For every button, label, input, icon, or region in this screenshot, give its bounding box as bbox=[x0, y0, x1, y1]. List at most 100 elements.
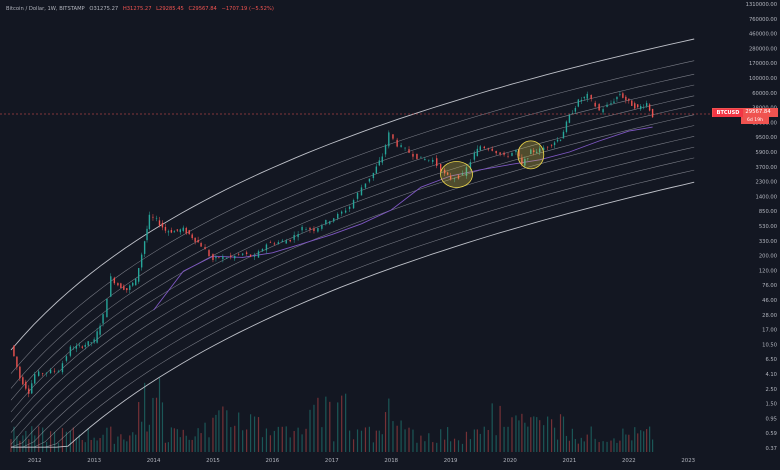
candle-body bbox=[81, 346, 83, 348]
candle-body bbox=[648, 104, 651, 111]
volume-bar bbox=[610, 440, 612, 452]
volume-bar bbox=[487, 429, 489, 452]
candle-body bbox=[285, 240, 287, 244]
volume-bar bbox=[25, 430, 27, 452]
x-tick-label: 2023 bbox=[681, 458, 695, 464]
volume-bar bbox=[440, 429, 442, 452]
candle-body bbox=[568, 114, 571, 123]
volume-bar bbox=[625, 434, 627, 452]
candle-body bbox=[594, 102, 596, 107]
volume-bar bbox=[356, 429, 359, 452]
candle-body bbox=[352, 200, 355, 209]
candle-body bbox=[613, 101, 615, 103]
candle-body bbox=[61, 363, 64, 373]
band-curve bbox=[10, 60, 695, 374]
candle-body bbox=[313, 228, 315, 231]
candle-body bbox=[574, 108, 577, 112]
candle-body bbox=[457, 175, 460, 179]
volume-bar bbox=[392, 421, 394, 452]
volume-bar bbox=[197, 428, 199, 452]
volume-bar bbox=[218, 410, 220, 452]
last-price-value: 29567.84 bbox=[745, 109, 771, 115]
candle-body bbox=[179, 229, 181, 233]
candle-body bbox=[616, 96, 618, 100]
candle-body bbox=[25, 381, 27, 389]
candle-body bbox=[651, 108, 654, 118]
candle-body bbox=[420, 156, 422, 158]
ma-path bbox=[153, 126, 653, 311]
low-value: L29285.45 bbox=[156, 6, 184, 12]
volume-bar bbox=[167, 442, 170, 452]
time-axis[interactable]: 2012 2013 2014 2015 2016 2017 2018 2019 2020 2021… bbox=[28, 458, 695, 464]
symbol-title[interactable]: Bitcoin / Dollar, 1W, BITSTAMP bbox=[6, 6, 85, 12]
volume-bar bbox=[242, 430, 244, 452]
y-tick-label: 60000.00 bbox=[752, 91, 777, 97]
candle-body bbox=[344, 210, 347, 213]
symbol-badge: BTCUSD bbox=[713, 109, 743, 117]
volume-bar bbox=[622, 428, 624, 452]
volume-bar bbox=[106, 427, 108, 452]
y-tick-label: 280000.00 bbox=[749, 46, 777, 52]
volume-bar bbox=[521, 413, 523, 452]
candle-body bbox=[392, 134, 394, 139]
volume-bar bbox=[375, 430, 377, 452]
candle-body bbox=[580, 99, 582, 102]
volume-bar bbox=[571, 428, 573, 452]
volume-bar bbox=[164, 442, 167, 452]
candle-body bbox=[249, 254, 252, 257]
volume-bar bbox=[31, 426, 33, 452]
volume-bar bbox=[503, 426, 505, 452]
volume-bar bbox=[222, 406, 224, 452]
volume-bar bbox=[309, 409, 311, 452]
volume-bar bbox=[536, 417, 538, 452]
candle-body bbox=[57, 371, 60, 373]
volume-bar bbox=[384, 412, 387, 452]
volume-bar bbox=[606, 441, 608, 452]
candle-body bbox=[173, 231, 176, 233]
candle-body bbox=[170, 230, 173, 233]
candle-body bbox=[428, 159, 430, 161]
candle-body bbox=[619, 94, 621, 96]
candle-body bbox=[622, 93, 624, 98]
candle-body bbox=[148, 214, 151, 230]
candle-body bbox=[378, 160, 381, 166]
volume-bar bbox=[170, 427, 172, 452]
band-curve bbox=[10, 136, 695, 448]
volume-bar bbox=[138, 402, 140, 452]
volume-bars bbox=[10, 377, 654, 452]
volume-bar bbox=[381, 434, 383, 452]
volume-bar bbox=[556, 439, 559, 452]
candle-body bbox=[87, 341, 89, 346]
y-tick-label: 2300.00 bbox=[756, 180, 777, 186]
volume-bar bbox=[120, 434, 122, 452]
candle-body bbox=[120, 283, 122, 288]
volume-bar bbox=[75, 437, 77, 452]
volume-bar bbox=[117, 436, 119, 452]
volume-bar bbox=[16, 436, 18, 452]
open-value: O31275.27 bbox=[89, 6, 119, 12]
x-tick-label: 2022 bbox=[622, 458, 636, 464]
x-tick-label: 2015 bbox=[206, 458, 220, 464]
candle-body bbox=[476, 148, 479, 157]
volume-bar bbox=[646, 429, 648, 452]
volume-bar bbox=[461, 443, 464, 452]
candle-body bbox=[533, 150, 535, 153]
volume-bar bbox=[132, 432, 134, 452]
volume-bar bbox=[161, 402, 164, 452]
band-curve bbox=[10, 38, 695, 351]
volume-bar bbox=[293, 431, 295, 452]
candle-body bbox=[491, 148, 493, 151]
volume-bar bbox=[515, 415, 517, 452]
volume-bar bbox=[188, 439, 190, 452]
band-curve bbox=[10, 73, 695, 389]
volume-bar bbox=[90, 439, 92, 452]
candle-body bbox=[84, 344, 86, 347]
volume-bar bbox=[269, 435, 271, 452]
candle-body bbox=[238, 254, 240, 255]
candle-body bbox=[102, 314, 104, 324]
candle-body bbox=[404, 147, 406, 149]
y-tick-label: 850.00 bbox=[759, 209, 777, 215]
volume-bar bbox=[447, 427, 449, 452]
price-axis[interactable]: 1310000.00 760000.00 460000.00 280000.00 170… bbox=[746, 2, 777, 452]
